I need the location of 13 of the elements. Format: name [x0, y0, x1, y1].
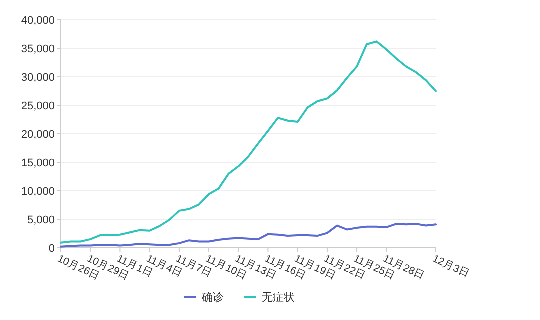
y-tick-label: 25,000 [21, 100, 55, 112]
y-tick-label: 30,000 [21, 72, 55, 84]
y-tick-label: 5,000 [27, 214, 55, 226]
y-tick-label: 35,000 [21, 44, 55, 56]
y-tick-label: 15,000 [21, 158, 55, 170]
y-tick-label: 40,000 [21, 15, 55, 27]
x-tick-label: 12月3日 [430, 252, 472, 280]
line-series [60, 40, 437, 244]
y-tick-label: 10,000 [21, 186, 55, 198]
y-tick-label: 0 [48, 243, 55, 255]
y-tick-label: 20,000 [21, 129, 55, 141]
legend-label: 确诊 [201, 292, 224, 304]
legend-label: 无症状 [262, 291, 295, 304]
